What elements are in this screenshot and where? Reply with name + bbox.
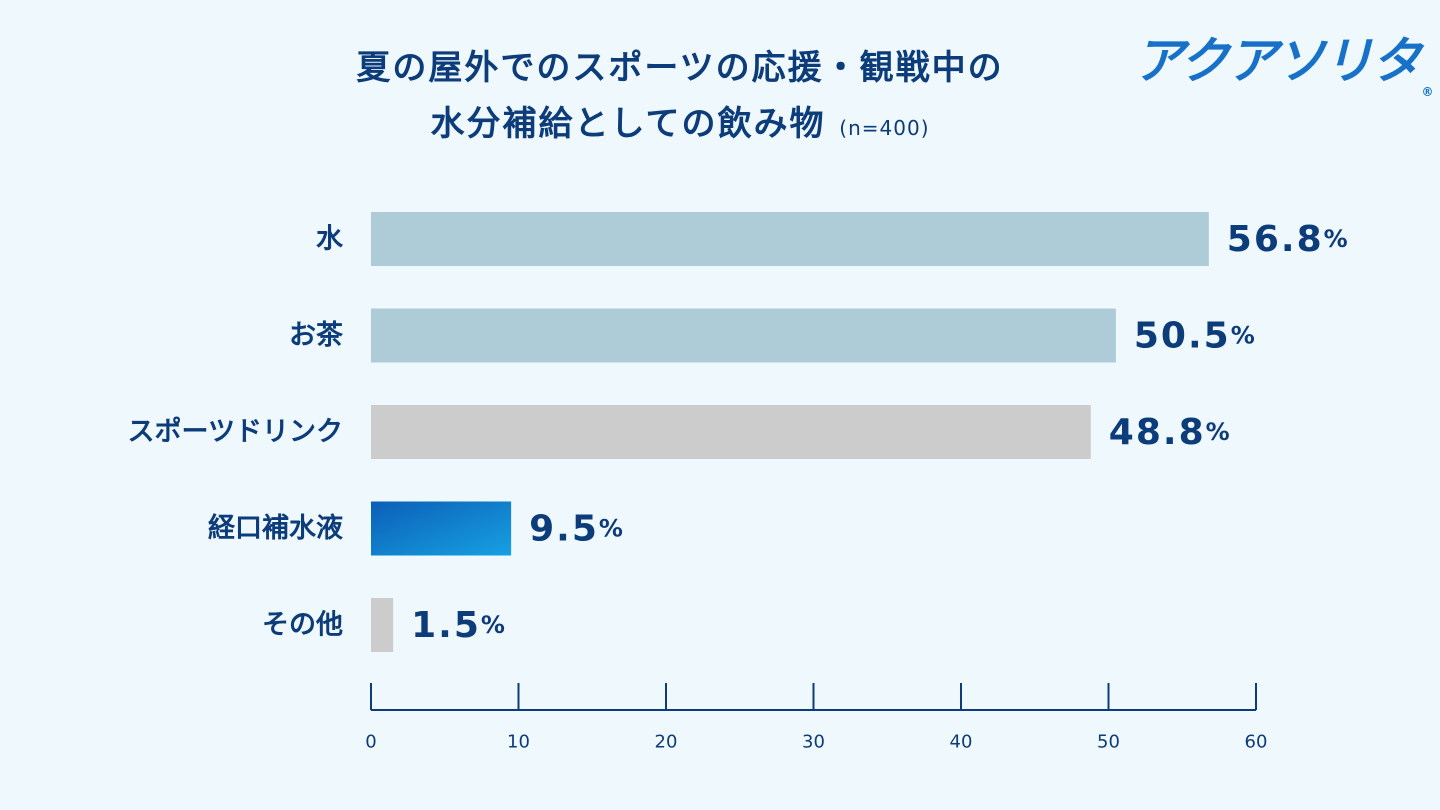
value-number: 48.8 (1109, 412, 1206, 453)
value-number: 9.5 (529, 508, 599, 549)
bar (371, 212, 1209, 266)
x-tick-label: 0 (365, 732, 376, 753)
registered-mark: ® (1421, 85, 1434, 99)
bar (371, 501, 512, 556)
x-tick-label: 40 (950, 732, 973, 753)
value-number: 1.5 (411, 605, 481, 646)
sample-size: (n=400) (839, 116, 930, 140)
value-label: 1.5% (411, 605, 507, 646)
brand-logo-text: アクアソリタ (1134, 32, 1421, 90)
bars-group: 水 56.8% お茶 50.5% スポーツドリンク 48.8% 経口補水液 9.5% その他 1.… (128, 212, 1350, 652)
x-tick-label: 20 (655, 732, 678, 753)
value-label: 56.8% (1227, 219, 1350, 260)
value-label: 48.8% (1109, 412, 1232, 453)
chart-title: 夏の屋外でのスポーツの応援・観戦中の 水分補給としての飲み物 (n=400) (240, 40, 1120, 156)
value-unit: % (1206, 418, 1232, 446)
category-label: お茶 (289, 320, 344, 351)
value-unit: % (599, 515, 625, 543)
x-axis: 0 10 20 30 40 50 60 (365, 683, 1267, 753)
brand-logo: アクアソリタ® (1134, 26, 1434, 99)
value-unit: % (481, 611, 507, 639)
value-unit: % (1324, 225, 1350, 253)
category-label: 経口補水液 (208, 512, 343, 544)
bar (371, 405, 1091, 459)
title-line-2: 水分補給としての飲み物 (n=400) (240, 96, 1120, 156)
x-tick-label: 30 (802, 732, 825, 753)
title-line-1: 夏の屋外でのスポーツの応援・観戦中の (356, 48, 1004, 88)
value-label: 50.5% (1134, 315, 1257, 356)
category-label: 水 (316, 224, 344, 255)
x-tick-label: 50 (1097, 732, 1120, 753)
bar (371, 598, 394, 652)
x-tick-label: 10 (507, 732, 530, 753)
value-label: 9.5% (529, 508, 625, 549)
value-number: 56.8 (1227, 219, 1324, 260)
title-line-2-text: 水分補給としての飲み物 (430, 104, 826, 144)
value-number: 50.5 (1134, 315, 1231, 356)
bar (371, 308, 1116, 363)
x-tick-label: 60 (1245, 732, 1268, 753)
value-unit: % (1231, 322, 1257, 350)
category-label: スポーツドリンク (128, 417, 343, 448)
category-label: その他 (262, 610, 343, 641)
